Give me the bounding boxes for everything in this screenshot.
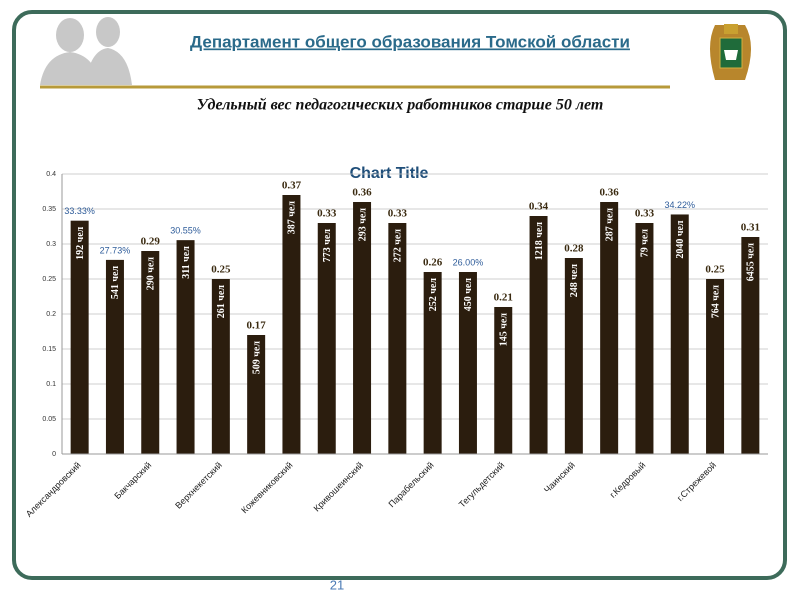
bar <box>670 214 689 454</box>
bar-inner-label: 248 чел <box>569 264 580 298</box>
data-label: 33.33% <box>64 206 95 216</box>
bar-inner-label: 450 чел <box>463 278 474 312</box>
bar-inner-label: 192 чел <box>75 226 86 260</box>
bar <box>564 258 583 454</box>
y-tick-label: 0.15 <box>42 346 56 353</box>
y-tick-label: 0.3 <box>46 241 56 248</box>
bar-inner-label: 1218 чел <box>534 222 545 261</box>
bar-inner-label: 764 чел <box>710 285 721 319</box>
bar <box>141 251 160 454</box>
bar <box>176 240 195 454</box>
data-label: 0.31 <box>741 222 760 234</box>
bar-inner-label: 261 чел <box>216 285 227 319</box>
data-label: 0.25 <box>705 264 725 276</box>
y-tick-label: 0.25 <box>42 276 56 283</box>
bar <box>741 237 760 454</box>
data-label: 27.73% <box>100 245 131 255</box>
data-label: 0.33 <box>317 208 337 220</box>
y-tick-label: 0.2 <box>46 311 56 318</box>
bar <box>423 272 442 454</box>
header-title: Департамент общего образования Томской о… <box>190 32 630 51</box>
bar-inner-label: 293 чел <box>357 208 368 242</box>
bar-inner-label: 2040 чел <box>675 220 686 259</box>
data-label: 0.17 <box>247 320 267 332</box>
bar <box>600 202 619 454</box>
bar <box>105 259 124 454</box>
y-tick-label: 0.1 <box>46 381 56 388</box>
bar-inner-label: 272 чел <box>393 229 404 263</box>
bar-inner-label: 6455 чел <box>746 243 757 282</box>
bar <box>494 307 513 454</box>
header-silhouette <box>40 17 132 85</box>
y-tick-label: 0 <box>52 451 56 458</box>
bar <box>388 223 407 454</box>
bar <box>635 223 654 454</box>
data-label: 0.33 <box>388 208 408 220</box>
bar-inner-label: 387 чел <box>287 201 298 235</box>
bar-inner-label: 509 чел <box>251 341 262 375</box>
data-label: 0.36 <box>600 187 620 199</box>
bar <box>458 272 477 454</box>
data-label: 0.26 <box>423 257 443 269</box>
bar-inner-label: 311 чел <box>181 246 192 279</box>
data-label: 34.22% <box>664 200 695 210</box>
bar-inner-label: 290 чел <box>146 257 157 291</box>
data-label: 0.25 <box>211 264 231 276</box>
data-label: 0.33 <box>635 208 655 220</box>
y-tick-label: 0.05 <box>42 416 56 423</box>
bar-inner-label: 287 чел <box>604 208 615 242</box>
bar <box>70 220 89 454</box>
data-label: 26.00% <box>453 257 484 267</box>
bar <box>529 216 548 454</box>
data-label: 0.21 <box>494 292 513 304</box>
bar-inner-label: 145 чел <box>499 313 510 347</box>
bar <box>282 195 301 454</box>
bar <box>706 279 725 454</box>
bar-inner-label: 541 чел <box>110 266 121 300</box>
data-label: 0.34 <box>529 201 549 213</box>
slide-subtitle: Удельный вес педагогических работников с… <box>197 97 604 114</box>
bar <box>247 335 266 454</box>
page-number: 21 <box>330 577 344 592</box>
emblem <box>710 24 751 80</box>
bar <box>353 202 372 454</box>
data-label: 0.28 <box>564 243 584 255</box>
data-label: 0.29 <box>141 236 161 248</box>
data-label: 30.55% <box>170 226 201 236</box>
bar-inner-label: 79 чел <box>640 229 651 258</box>
data-label: 0.37 <box>282 180 302 192</box>
y-tick-label: 0.4 <box>46 171 56 178</box>
bar <box>211 279 230 454</box>
data-label: 0.36 <box>352 187 372 199</box>
bar-inner-label: 252 чел <box>428 278 439 312</box>
bar <box>317 223 336 454</box>
bar-inner-label: 773 чел <box>322 229 333 263</box>
y-tick-label: 0.35 <box>42 206 56 213</box>
